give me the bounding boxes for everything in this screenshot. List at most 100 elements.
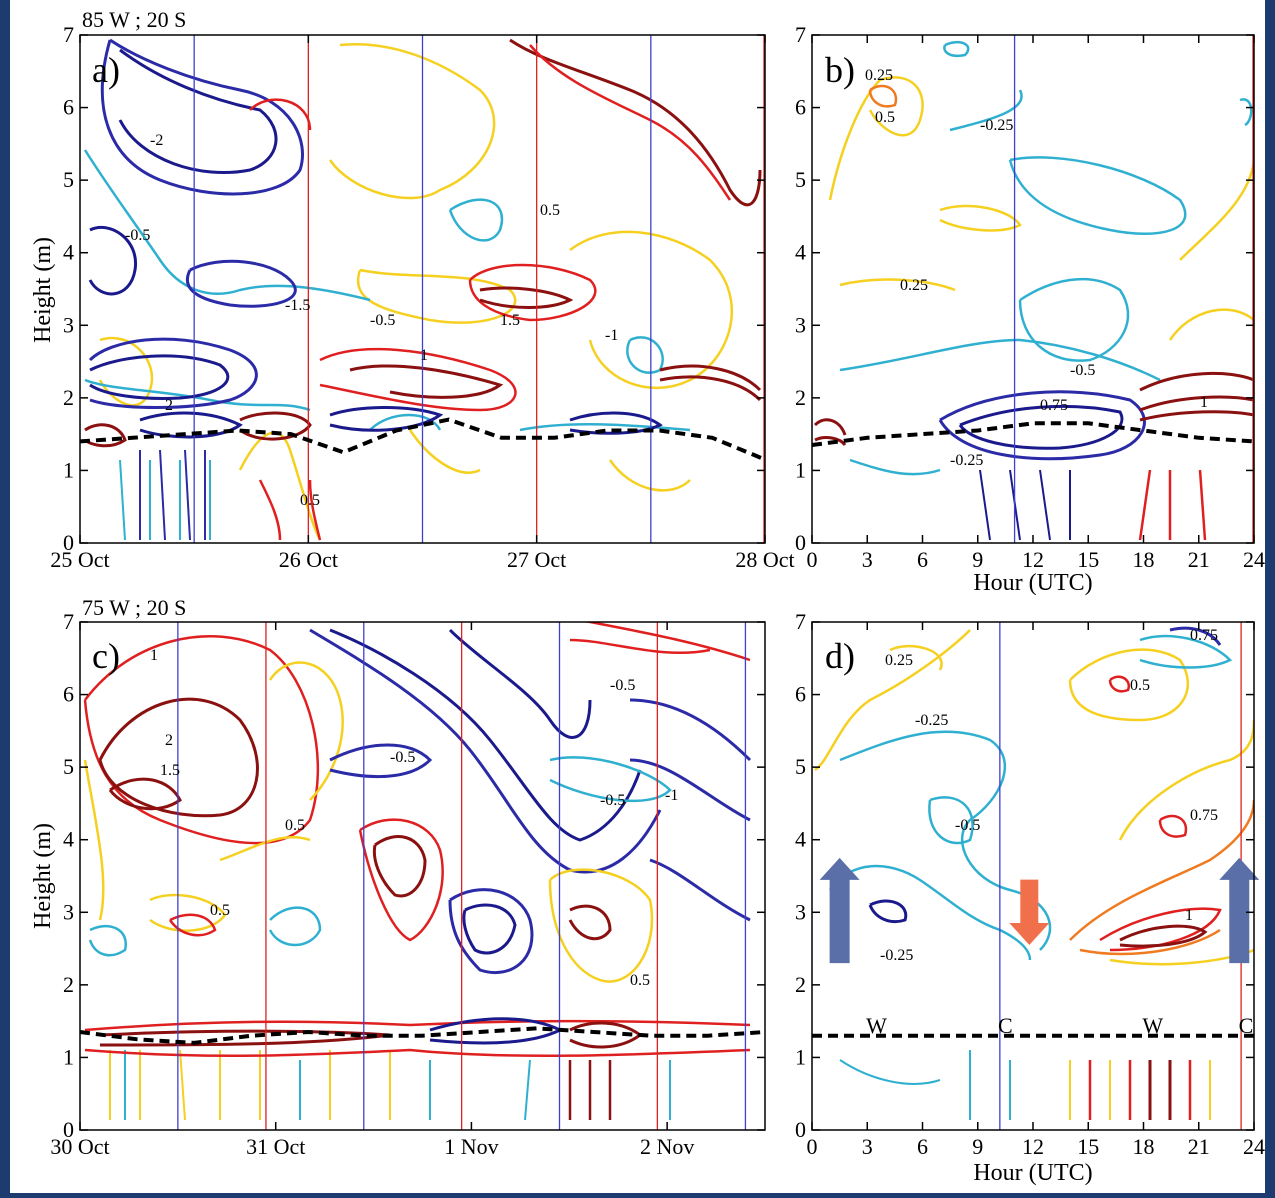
contour-label: 0.5 [300, 492, 320, 509]
x-tick-label: 6 [917, 1134, 928, 1159]
panel-d-frame [811, 621, 1255, 1131]
contour-line [839, 338, 1161, 476]
contour-line [928, 796, 974, 845]
contour-label: 0.75 [1040, 397, 1068, 414]
contour-label: -1.5 [285, 297, 310, 314]
contour-label: -0.25 [950, 452, 983, 469]
contour-label: 0.75 [1190, 627, 1218, 644]
y-tick-label: 6 [795, 682, 806, 707]
x-tick-label: 12 [1022, 547, 1044, 572]
x-tick-label: 26 Oct [279, 547, 338, 572]
panel-c-vertical-lines [177, 622, 747, 1130]
contour-line [88, 337, 258, 409]
contour-line [1018, 277, 1130, 362]
contour-line [462, 903, 517, 955]
contour-line [1239, 98, 1253, 127]
y-tick-label: 1 [795, 457, 806, 482]
y-tick-label: 2 [63, 972, 74, 997]
contour-line [1139, 372, 1254, 422]
panel-c-y-label: Height (m) [30, 823, 56, 929]
panel-b-y-ticks: 0 1 2 3 4 5 6 7 [795, 22, 1254, 555]
y-tick-label: 3 [63, 899, 74, 924]
x-tick-label: 30 Oct [50, 1134, 109, 1159]
y-tick-label: 7 [63, 609, 74, 634]
contour-label: -2 [150, 132, 163, 149]
contour-line [608, 459, 691, 492]
panel-d-label: d) [825, 636, 855, 676]
panel-b-boundary-line [811, 421, 1255, 447]
x-tick-label: 15 [1077, 547, 1099, 572]
panel-a-frame [79, 34, 766, 544]
contour-line [448, 888, 534, 975]
contour-label: 2 [165, 397, 173, 414]
contour-line [219, 661, 344, 862]
contour-line [939, 204, 1022, 232]
y-tick-label: 5 [795, 167, 806, 192]
contour-line [239, 411, 312, 441]
panel-b-x-label: Hour (UTC) [973, 570, 1092, 596]
panel-c-x-ticks: 30 Oct 31 Oct 1 Nov 2 Nov [50, 622, 694, 1159]
x-tick-label: 21 [1188, 1134, 1210, 1159]
panel-c-frame [79, 621, 766, 1131]
figure: 85 W ; 20 S [10, 0, 1265, 1193]
contour-line [268, 906, 322, 947]
y-tick-label: 0 [795, 530, 806, 555]
y-tick-label: 5 [63, 167, 74, 192]
contour-label: 0.25 [865, 67, 893, 84]
panel-a-y-label: Height (m) [30, 237, 56, 343]
contour-line [372, 835, 427, 898]
regime-label: W [866, 1013, 887, 1038]
contour-line [1158, 814, 1188, 838]
contour-line [943, 40, 970, 57]
panel-d-y-ticks: 0 1 2 3 4 5 6 7 [795, 609, 1254, 1142]
y-tick-label: 3 [63, 312, 74, 337]
contour-line [83, 423, 127, 448]
contour-label: -1 [665, 787, 678, 804]
contour-line [1138, 469, 1207, 541]
y-tick-label: 6 [795, 95, 806, 120]
contour-line [549, 756, 672, 803]
x-tick-label: 18 [1133, 547, 1155, 572]
contour-line [868, 899, 908, 924]
panel-c-contour-labels: 1.5 2 0.5 -0.5 -0.5 -1 -0.5 0.5 0.5 1 [150, 647, 678, 989]
contour-line [1069, 799, 1254, 956]
contour-line [839, 278, 956, 292]
contour-label: 0.25 [900, 277, 928, 294]
x-tick-label: 21 [1188, 547, 1210, 572]
panel-d-vertical-lines [999, 622, 1242, 1130]
contour-line [249, 98, 312, 131]
contour-line [828, 864, 1032, 961]
contour-line [100, 38, 304, 196]
contour-line [979, 469, 1071, 541]
panel-a-contour-labels: -2 0.5 1 1.5 -1.5 -0.5 -1 -0.5 2 0.5 [125, 132, 618, 509]
contour-line [519, 422, 691, 432]
contour-line [139, 449, 206, 541]
contour-line [569, 622, 751, 662]
y-tick-label: 1 [63, 457, 74, 482]
contour-label: 1.5 [160, 762, 180, 779]
y-tick-label: 0 [795, 1117, 806, 1142]
contour-label: -1 [605, 327, 618, 344]
contour-line [83, 759, 227, 932]
contour-line [329, 743, 433, 778]
y-tick-label: 7 [795, 22, 806, 47]
x-tick-label: 24 [1243, 547, 1265, 572]
y-tick-label: 4 [795, 240, 806, 265]
contour-line [124, 1050, 671, 1121]
contour-label: 1 [150, 647, 158, 664]
contour-line [349, 364, 504, 399]
panel-c-boundary-line [79, 1026, 766, 1045]
y-tick-label: 1 [63, 1044, 74, 1069]
contour-line [88, 924, 128, 957]
x-tick-label: 25 Oct [50, 547, 109, 572]
contour-label: 0.5 [630, 972, 650, 989]
x-tick-label: 1 Nov [444, 1134, 498, 1159]
contour-label: 1 [1200, 394, 1208, 411]
contour-line [468, 263, 597, 322]
contour-label: 0.5 [285, 817, 305, 834]
panel-a-location: 85 W ; 20 S [82, 7, 186, 32]
contour-label: 1 [420, 347, 428, 364]
contour-line [328, 43, 496, 200]
